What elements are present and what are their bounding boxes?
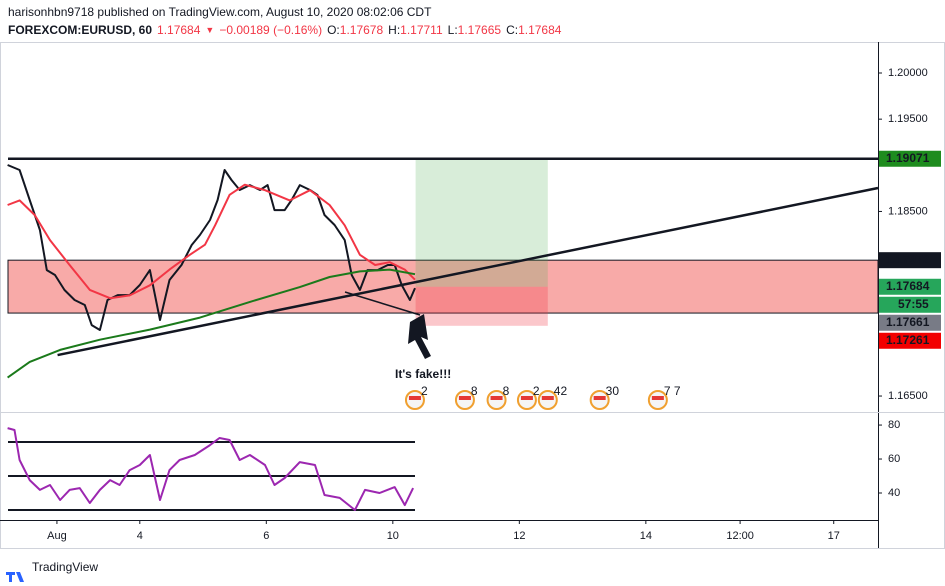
last-price: 1.17684 [157, 23, 201, 37]
series-line [7, 427, 414, 511]
x-tick-label: 17 [828, 530, 840, 542]
y-tick-label: 1.19500 [888, 113, 928, 125]
logo [6, 572, 24, 582]
rsi-tick-label: 60 [888, 453, 900, 465]
footer: TradingView [6, 560, 98, 582]
footer-text: TradingView [32, 560, 98, 574]
price-label-bg [879, 314, 941, 331]
annotation: It's fake!!! [395, 367, 451, 381]
high: 1.17711 [400, 23, 443, 37]
high-label: H: [388, 23, 400, 37]
x-tick-label: 6 [263, 530, 269, 542]
x-tick-label: 12 [513, 530, 525, 542]
countdown: 57:55 [898, 297, 929, 311]
event-label: 2 [533, 384, 540, 398]
price-pane: It's fake!!! 2 8 8 2 42 30 7 7 [7, 157, 879, 511]
y-tick-label: 1.18500 [888, 205, 928, 217]
x-tick-label: 14 [640, 530, 652, 542]
price-label-bg [879, 332, 941, 349]
close: 1.17684 [518, 23, 562, 37]
trend-line [57, 186, 879, 357]
open-label: O: [327, 23, 340, 37]
open: 1.17678 [340, 23, 384, 37]
event-flag [593, 396, 606, 400]
change: −0.00189 (−0.16%) [219, 23, 322, 37]
x-tick-label: 4 [137, 530, 143, 542]
price-label: 1.17972 [886, 252, 930, 266]
event-label: 8 [471, 384, 478, 398]
series-line [7, 268, 416, 379]
rsi-tick-label: 80 [888, 419, 900, 431]
price-label: 1.17684 [886, 279, 930, 293]
event-flag [490, 396, 503, 400]
low-label: L: [448, 23, 458, 37]
x-tick-label: Aug [47, 530, 67, 542]
price-label: 1.17261 [886, 333, 930, 347]
series-line [7, 164, 416, 331]
close-label: C: [506, 23, 518, 37]
change-arrow: ▼ [205, 25, 214, 35]
event-label: 8 [503, 384, 510, 398]
position-stop [415, 286, 548, 326]
symbol-line: FOREXCOM:EURUSD, 60 1.17684 ▼ −0.00189 (−0.… [8, 23, 562, 37]
position-target [415, 158, 548, 287]
axes: 1.20000 1.19500 1.18500 1.16500 80 60 40 Aug 4 6 1… [47, 67, 941, 542]
x-tick-label: 10 [387, 530, 399, 542]
price-label: 1.17661 [886, 315, 930, 329]
arrow [408, 314, 431, 359]
event-flag [408, 396, 421, 400]
series-line [7, 183, 416, 300]
price-label: 1.19071 [886, 151, 930, 165]
event-flag [651, 396, 664, 400]
y-tick-label: 1.16500 [888, 390, 928, 402]
event-label: 2 [421, 384, 428, 398]
event-flag [520, 396, 533, 400]
symbol: FOREXCOM:EURUSD, 60 [8, 23, 152, 37]
countdown-bg [879, 296, 941, 313]
y-tick-label: 1.20000 [888, 67, 928, 79]
x-tick-label: 12:00 [726, 530, 754, 542]
low: 1.17665 [458, 23, 502, 37]
event-flag [458, 396, 471, 400]
event-label: 42 [554, 384, 568, 398]
drawn-line [344, 291, 421, 316]
event-flag [541, 396, 554, 400]
price-label-bg [879, 278, 941, 295]
price-label-bg [879, 252, 941, 269]
rsi-tick-label: 40 [888, 487, 900, 499]
price-label-bg [879, 150, 941, 167]
publish-info: harisonhbn9718 published on TradingView.… [8, 5, 432, 19]
event-label: 7 7 [664, 384, 681, 398]
event-label: 30 [606, 384, 620, 398]
